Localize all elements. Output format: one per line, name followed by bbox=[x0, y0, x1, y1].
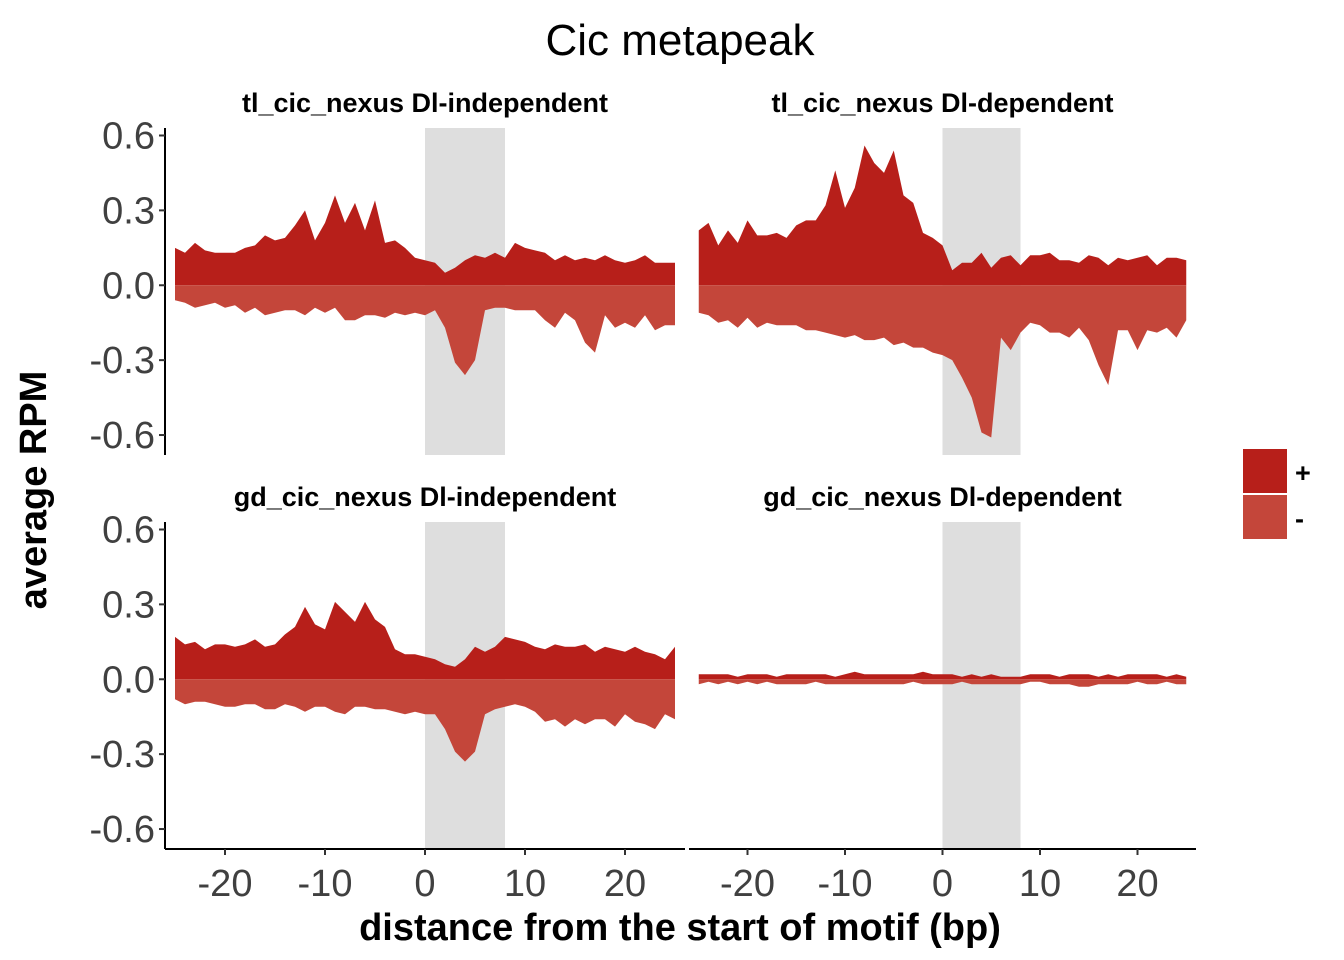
x-tick-label: 10 bbox=[1019, 863, 1061, 905]
y-tick-label: 0.3 bbox=[102, 190, 155, 232]
panel-title: gd_cic_nexus Dl-dependent bbox=[763, 482, 1122, 512]
x-tick-label: -10 bbox=[818, 863, 873, 905]
panel-2: tl_cic_nexus Dl-dependent bbox=[698, 88, 1187, 455]
y-tick-label: 0.6 bbox=[102, 115, 155, 157]
plus-strand-area bbox=[175, 195, 675, 286]
y-tick-label: -0.6 bbox=[90, 809, 155, 851]
x-tick-label: 20 bbox=[1116, 863, 1158, 905]
y-tick-label: -0.3 bbox=[90, 340, 155, 382]
x-tick-label: -20 bbox=[720, 863, 775, 905]
legend-swatch bbox=[1243, 495, 1287, 539]
chart-title: Cic metapeak bbox=[545, 16, 815, 65]
legend-swatch bbox=[1243, 449, 1287, 493]
panel-title: tl_cic_nexus Dl-dependent bbox=[771, 88, 1113, 118]
legend-label: + bbox=[1295, 458, 1311, 488]
minus-strand-area bbox=[175, 285, 675, 376]
minus-strand-area bbox=[698, 285, 1187, 438]
motif-highlight-region bbox=[942, 522, 1021, 849]
plus-strand-area bbox=[698, 671, 1187, 680]
y-tick-label: -0.3 bbox=[90, 734, 155, 776]
legend-item: + bbox=[1243, 449, 1311, 493]
panel-title: gd_cic_nexus Dl-independent bbox=[234, 482, 617, 512]
x-tick-label: -20 bbox=[198, 863, 253, 905]
x-tick-label: 0 bbox=[932, 863, 953, 905]
x-tick-label: -10 bbox=[298, 863, 353, 905]
panel-1: tl_cic_nexus Dl-independent 0.6 0.3 0.0 -0.3… bbox=[90, 88, 675, 457]
panel-title: tl_cic_nexus Dl-independent bbox=[242, 88, 608, 118]
legend-label: - bbox=[1295, 504, 1304, 534]
y-tick-label: 0.3 bbox=[102, 584, 155, 626]
panel-4: gd_cic_nexus Dl-dependent -20 -10 0 10 20 bbox=[689, 482, 1196, 905]
plus-strand-area bbox=[175, 601, 675, 680]
legend-item: - bbox=[1243, 495, 1304, 539]
y-axis-title: average RPM bbox=[13, 371, 55, 610]
x-tick-label: 0 bbox=[414, 863, 435, 905]
facet-panels: tl_cic_nexus Dl-independent 0.6 0.3 0.0 -0.3… bbox=[90, 88, 1196, 905]
y-tick-label: -0.6 bbox=[90, 415, 155, 457]
y-tick-label: 0.0 bbox=[102, 659, 155, 701]
x-tick-label: 10 bbox=[504, 863, 546, 905]
plus-strand-area bbox=[698, 145, 1187, 286]
legend: +- bbox=[1243, 449, 1311, 539]
x-axis-label: distance from the start of motif (bp) bbox=[359, 907, 1001, 949]
x-tick-label: 20 bbox=[604, 863, 646, 905]
y-tick-label: 0.6 bbox=[102, 509, 155, 551]
panel-3: gd_cic_nexus Dl-independent 0.6 0.3 0.0 -0.3… bbox=[90, 482, 685, 905]
minus-strand-area bbox=[698, 679, 1187, 687]
y-axis-label: average RPM bbox=[13, 371, 55, 610]
minus-strand-area bbox=[175, 679, 675, 762]
y-tick-label: 0.0 bbox=[102, 265, 155, 307]
